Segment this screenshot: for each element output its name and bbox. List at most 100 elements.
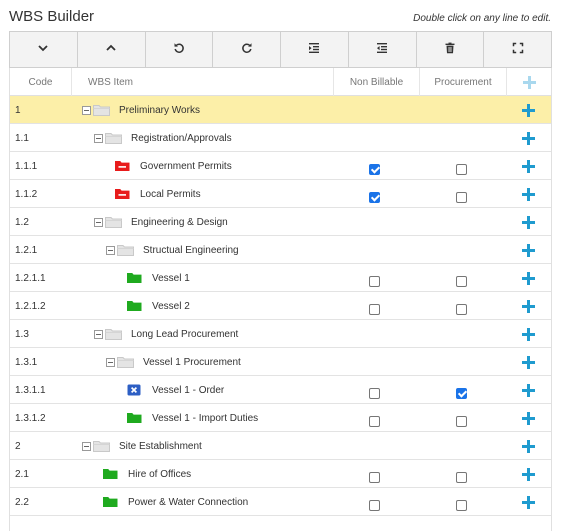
collapse-toggle-icon[interactable] — [106, 357, 115, 367]
folder-green-icon — [126, 300, 143, 312]
collapse-toggle-icon[interactable] — [82, 105, 91, 115]
row-item[interactable]: Long Lead Procurement — [94, 320, 238, 348]
row-item[interactable]: Preliminary Works — [82, 96, 200, 124]
row-item[interactable]: Vessel 1 Procurement — [106, 348, 241, 376]
row-item[interactable]: Structual Engineering — [106, 236, 239, 264]
row-item[interactable]: Government Permits — [114, 152, 232, 180]
table-row[interactable]: 2.1 Hire of Offices — [10, 460, 551, 488]
procurement-checkbox[interactable] — [456, 275, 467, 287]
non-billable-checkbox[interactable] — [369, 471, 380, 483]
grid-body: 1 Preliminary Works 1.1 Registration/Approv… — [10, 96, 551, 516]
non-billable-checkbox[interactable] — [369, 415, 380, 427]
table-row[interactable]: 1.1.2 Local Permits — [10, 180, 551, 208]
row-item[interactable]: Vessel 1 - Order — [126, 376, 224, 404]
procurement-checkbox[interactable] — [456, 471, 467, 483]
table-row[interactable]: 1.3.1.2 Vessel 1 - Import Duties — [10, 404, 551, 432]
non-billable-checkbox[interactable] — [369, 191, 380, 203]
collapse-all-button[interactable] — [78, 32, 146, 67]
non-billable-checkbox[interactable] — [369, 499, 380, 511]
add-child-button[interactable] — [522, 96, 535, 124]
add-child-button[interactable] — [522, 460, 535, 488]
non-billable-checkbox[interactable] — [369, 275, 380, 287]
row-code: 1.3.1.2 — [15, 412, 46, 424]
chevron-up-icon — [105, 41, 117, 59]
add-child-button[interactable] — [522, 432, 535, 460]
row-label: Vessel 1 — [152, 272, 190, 284]
table-row[interactable]: 1.2.1.2 Vessel 2 — [10, 292, 551, 320]
row-label: Structual Engineering — [143, 244, 239, 256]
add-child-button[interactable] — [522, 488, 535, 516]
procurement-checkbox[interactable] — [456, 191, 467, 203]
add-root-button[interactable] — [507, 68, 551, 96]
row-label: Vessel 1 - Import Duties — [152, 412, 259, 424]
plus-icon — [522, 355, 535, 369]
row-item[interactable]: Vessel 1 — [126, 264, 190, 292]
column-header-procurement[interactable]: Procurement — [420, 68, 507, 96]
add-child-button[interactable] — [522, 208, 535, 236]
add-child-button[interactable] — [522, 236, 535, 264]
procurement-checkbox[interactable] — [456, 387, 467, 399]
table-row[interactable]: 1.1 Registration/Approvals — [10, 124, 551, 152]
redo-button[interactable] — [213, 32, 281, 67]
column-header-wbs-item[interactable]: WBS Item — [72, 68, 334, 96]
folder-closed-icon — [105, 328, 122, 340]
table-row[interactable]: 1.2 Engineering & Design — [10, 208, 551, 236]
row-item[interactable]: Power & Water Connection — [102, 488, 248, 516]
add-child-button[interactable] — [522, 292, 535, 320]
expand-all-button[interactable] — [10, 32, 78, 67]
table-row[interactable]: 1.2.1 Structual Engineering — [10, 236, 551, 264]
column-header-code[interactable]: Code — [10, 68, 72, 96]
table-row[interactable]: 1.3.1 Vessel 1 Procurement — [10, 348, 551, 376]
indent-button[interactable] — [281, 32, 349, 67]
table-row[interactable]: 2.2 Power & Water Connection — [10, 488, 551, 516]
add-child-button[interactable] — [522, 180, 535, 208]
row-item[interactable]: Site Establishment — [82, 432, 202, 460]
row-item[interactable]: Engineering & Design — [94, 208, 228, 236]
procurement-checkbox[interactable] — [456, 415, 467, 427]
row-item[interactable]: Hire of Offices — [102, 460, 191, 488]
folder-closed-icon — [93, 104, 110, 116]
collapse-toggle-icon[interactable] — [94, 133, 103, 143]
collapse-toggle-icon[interactable] — [82, 441, 91, 451]
table-row[interactable]: 1.2.1.1 Vessel 1 — [10, 264, 551, 292]
table-row[interactable]: 1.3.1.1 Vessel 1 - Order — [10, 376, 551, 404]
table-row[interactable]: 1 Preliminary Works — [10, 96, 551, 124]
procurement-checkbox[interactable] — [456, 303, 467, 315]
procurement-checkbox[interactable] — [456, 499, 467, 511]
column-header-non-billable[interactable]: Non Billable — [334, 68, 420, 96]
collapse-toggle-icon[interactable] — [94, 329, 103, 339]
row-label: Local Permits — [140, 188, 201, 200]
folder-closed-icon — [105, 132, 122, 144]
outdent-button[interactable] — [349, 32, 417, 67]
add-child-button[interactable] — [522, 320, 535, 348]
add-child-button[interactable] — [522, 152, 535, 180]
collapse-toggle-icon[interactable] — [94, 217, 103, 227]
delete-button[interactable] — [417, 32, 485, 67]
table-row[interactable]: 1.3 Long Lead Procurement — [10, 320, 551, 348]
row-code: 1 — [15, 104, 21, 116]
add-child-button[interactable] — [522, 264, 535, 292]
non-billable-checkbox[interactable] — [369, 387, 380, 399]
plus-icon — [522, 215, 535, 229]
add-child-button[interactable] — [522, 404, 535, 432]
add-child-button[interactable] — [522, 124, 535, 152]
row-item[interactable]: Local Permits — [114, 180, 201, 208]
non-billable-checkbox[interactable] — [369, 163, 380, 175]
undo-button[interactable] — [146, 32, 214, 67]
fullscreen-button[interactable] — [484, 32, 551, 67]
procurement-checkbox[interactable] — [456, 163, 467, 175]
table-row[interactable]: 2 Site Establishment — [10, 432, 551, 460]
non-billable-checkbox[interactable] — [369, 303, 380, 315]
collapse-toggle-icon[interactable] — [106, 245, 115, 255]
row-item[interactable]: Registration/Approvals — [94, 124, 232, 152]
plus-icon — [522, 439, 535, 453]
table-row[interactable]: 1.1.1 Government Permits — [10, 152, 551, 180]
row-item[interactable]: Vessel 2 — [126, 292, 190, 320]
row-code: 2 — [15, 440, 21, 452]
row-item[interactable]: Vessel 1 - Import Duties — [126, 404, 258, 432]
row-code: 2.1 — [15, 468, 29, 480]
row-label: Registration/Approvals — [131, 132, 232, 144]
plus-icon — [522, 103, 535, 117]
add-child-button[interactable] — [522, 376, 535, 404]
add-child-button[interactable] — [522, 348, 535, 376]
